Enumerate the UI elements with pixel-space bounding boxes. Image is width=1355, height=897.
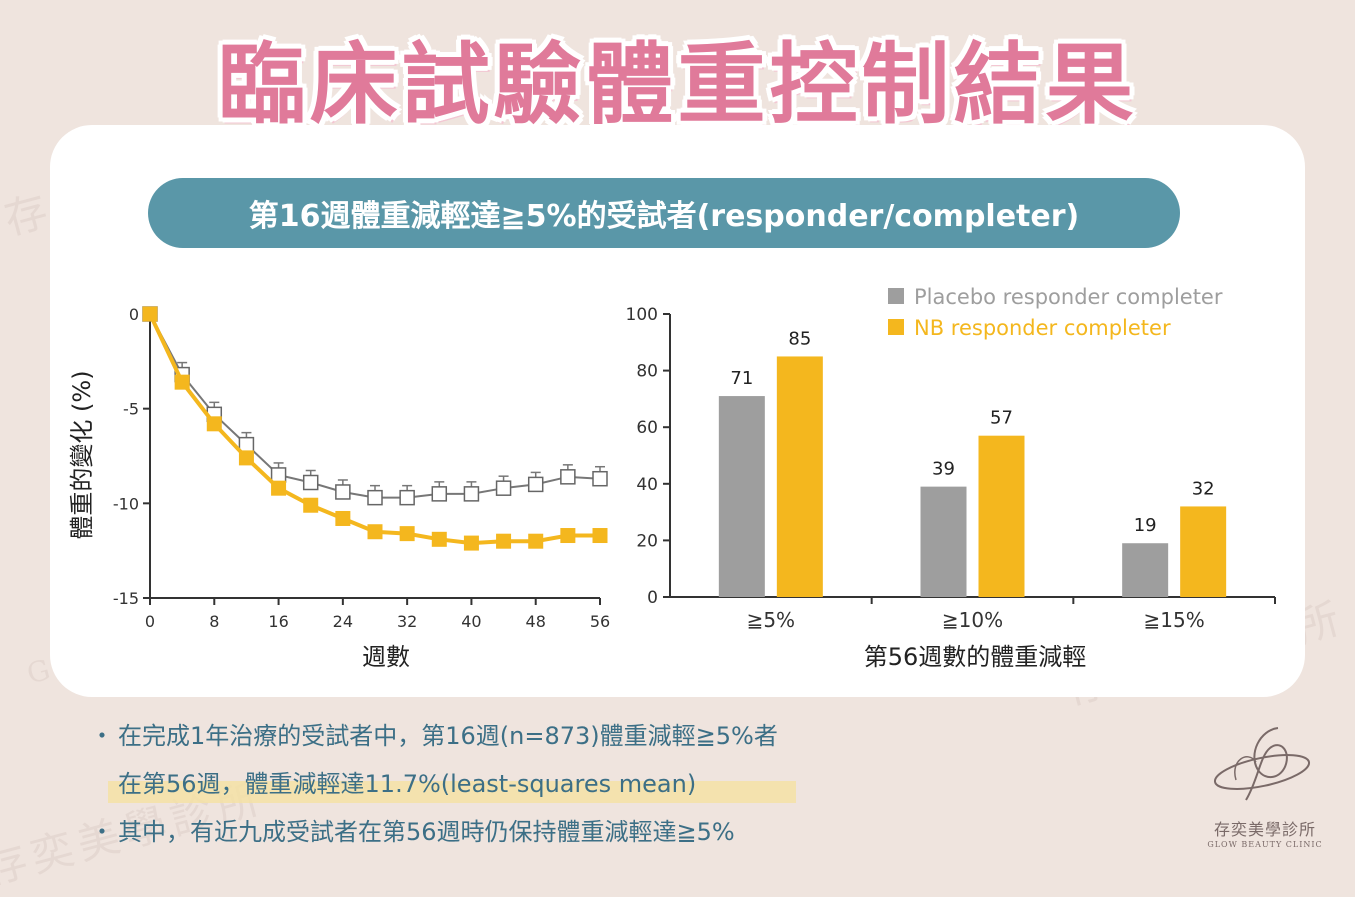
placebo-data-point [495,480,512,496]
placebo-data-point [270,467,287,483]
nb-data-point [238,450,254,466]
placebo-data-point [367,489,383,506]
placebo-data-point [560,469,576,485]
placebo-legend-label: Placebo responder completer [914,285,1223,309]
placebo-data-point [238,436,255,453]
placebo-series-line [149,313,601,499]
x-tick-label: ≧5% [747,608,796,632]
y-tick-label: -5 [123,400,139,419]
note-text: 在完成1年治療的受試者中，第16週(n=873)體重減輕≧5%者 [118,722,778,750]
nb-data-point [496,533,512,549]
x-tick-label: 56 [590,612,610,631]
y-tick-label: -15 [113,589,139,608]
nb-bar [776,356,823,597]
nb-legend-label: NB responder completer [914,316,1171,340]
nb-data-point [592,528,608,544]
line-chart-axes: 0 -5 -10 -15 0 8 16 24 32 40 48 56 [113,305,610,631]
x-axis-label: 第56週數的體重減輕 [864,643,1087,671]
clinic-name-cn: 存奕美學診所 [1213,820,1316,839]
clinic-logo-icon [1213,727,1311,801]
y-tick-label: 40 [636,475,658,495]
nb-data-point [463,535,479,551]
bar-chart-bars: 71 85 39 57 19 32 [718,328,1227,597]
x-tick-label: ≧10% [942,608,1003,632]
subtitle-banner: 第16週體重減輕達≧5%的受試者(responder/completer) [148,178,1180,248]
y-tick-label: 0 [647,588,658,608]
placebo-bar [718,396,765,597]
data-label: 39 [932,459,955,480]
placebo-legend-swatch [888,288,904,304]
placebo-data-point [335,484,351,500]
placebo-data-point [399,489,415,506]
placebo-data-point [463,486,480,502]
data-label: 71 [730,368,753,389]
nb-data-point [271,480,287,496]
x-tick-label: 32 [397,612,417,631]
y-tick-label: -10 [113,494,139,513]
y-tick-label: 60 [636,418,658,438]
y-tick-label: 0 [129,305,139,324]
clinic-name-en: GLOW BEAUTY CLINIC [1207,840,1323,849]
data-label: 19 [1134,515,1157,536]
bar-chart-axes: 0 20 40 60 80 100 ≧5% ≧10% ≧15% [626,305,1276,632]
page-title: 臨床試驗體重控制結果 [217,33,1138,136]
placebo-bar [920,486,967,597]
y-tick-label: 80 [636,362,658,382]
y-axis-label: 體重的變化 (%) [68,370,96,539]
weight-loss-bar-chart: 0 20 40 60 80 100 ≧5% ≧10% ≧15% 71 85 39 57 19 32 Pla… [626,285,1276,671]
placebo-data-point [527,476,544,493]
bullet-dot: ・ [90,722,114,750]
nb-data-point [367,524,383,540]
placebo-data-point [302,474,319,491]
nb-data-point [399,526,415,542]
note-text: 在第56週，體重減輕達11.7%(least-squares mean) [118,770,697,798]
nb-bar [978,435,1025,597]
text-highlight [108,781,796,803]
nb-data-point [431,531,447,547]
nb-data-point [174,374,190,390]
nb-legend-swatch [888,319,904,335]
data-label: 85 [788,328,811,349]
nb-data-point [560,528,576,544]
placebo-bar [1122,543,1169,597]
weight-change-line-chart: 0 -5 -10 -15 0 8 16 24 32 40 48 56 體重的變化 (%) 週數 [68,305,610,671]
line-chart-series [142,306,608,551]
data-label: 32 [1192,478,1215,499]
nb-data-point [528,533,544,549]
x-tick-label: 0 [145,612,155,631]
x-tick-label: 8 [209,612,219,631]
nb-data-point [335,510,351,526]
x-axis-label: 週數 [362,643,410,671]
placebo-data-point [592,470,608,487]
y-tick-label: 100 [626,305,658,325]
x-tick-label: 16 [268,612,288,631]
x-tick-label: 40 [461,612,481,631]
data-label: 57 [990,408,1013,429]
nb-bar [1180,506,1227,597]
bullet-dot: ・ [90,818,114,846]
nb-data-point [142,306,158,322]
nb-data-point [303,497,319,513]
note-text: 其中，有近九成受試者在第56週時仍保持體重減輕達≧5% [118,818,735,846]
bar-chart-legend: Placebo responder completer NB responder … [888,285,1223,340]
x-tick-label: 24 [333,612,353,631]
placebo-data-point [431,486,448,502]
y-tick-label: 20 [636,531,658,551]
clinic-logo: 存奕美學診所 GLOW BEAUTY CLINIC [1200,720,1330,870]
x-tick-label: 48 [526,612,546,631]
nb-data-point [206,416,222,432]
x-tick-label: ≧15% [1144,608,1205,632]
